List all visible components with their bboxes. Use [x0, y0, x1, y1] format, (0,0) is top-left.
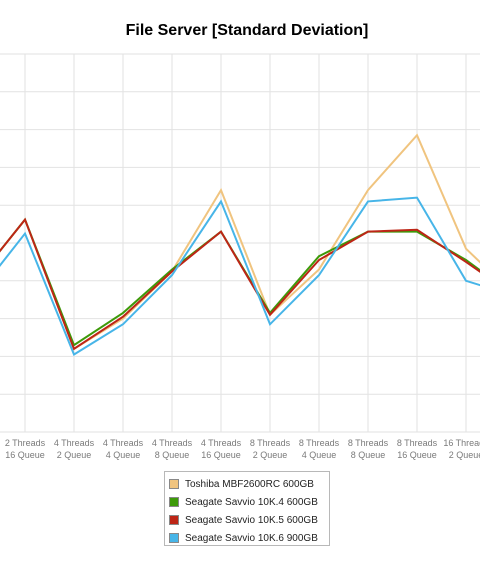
series-line-3 — [0, 217, 480, 351]
grid — [0, 53, 480, 433]
x-tick-label: 8 Threads 8 Queue — [348, 438, 389, 460]
legend-item: Seagate Savvio 10K.4 600GB — [169, 493, 329, 511]
x-tick-label: 4 Threads 8 Queue — [152, 438, 193, 460]
legend-swatch — [169, 479, 179, 489]
x-tick-label-line: 4 Queue — [106, 450, 141, 460]
x-tick-label-line: 8 Queue — [155, 450, 190, 460]
x-tick-label-line: 4 Threads — [103, 438, 144, 448]
series-lines — [0, 133, 480, 356]
x-tick-label-line: 2 Queue — [57, 450, 92, 460]
legend-item: Seagate Savvio 10K.5 600GB — [169, 511, 329, 529]
x-tick-label-line: 4 Threads — [201, 438, 242, 448]
legend-swatch — [169, 515, 179, 525]
x-tick-label-line: 8 Threads — [250, 438, 291, 448]
x-tick-label-line: 8 Threads — [397, 438, 438, 448]
legend-item: Seagate Savvio 10K.6 900GB — [169, 529, 329, 547]
x-tick-label-line: 16 Queue — [397, 450, 437, 460]
legend-label: Seagate Savvio 10K.5 600GB — [185, 514, 318, 526]
x-tick-label: 8 Threads 2 Queue — [250, 438, 291, 460]
x-tick-label: 4 Threads 4 Queue — [103, 438, 144, 460]
x-tick-label: 4 Threads 2 Queue — [54, 438, 95, 460]
x-tick-label-line: 2 Queue — [253, 450, 288, 460]
x-axis-ticks: 2 Threads 8 Queue 2 Threads 16 Queue 4 Threa… — [5, 438, 480, 460]
x-tick-label-line: 8 Threads — [299, 438, 340, 448]
x-tick-label-line: 4 Threads — [54, 438, 95, 448]
x-tick-label-line: 4 Threads — [152, 438, 193, 448]
series-line-4 — [0, 196, 480, 356]
legend-item: Toshiba MBF2600RC 600GB — [169, 475, 329, 493]
x-tick-label-line: 2 Threads — [5, 438, 46, 448]
legend: Toshiba MBF2600RC 600GB Seagate Savvio 10… — [164, 471, 330, 546]
x-tick-label-line: 16 Queue — [201, 450, 241, 460]
x-tick-label: 8 Threads 4 Queue — [299, 438, 340, 460]
x-tick-label: 8 Threads 16 Queue — [397, 438, 438, 460]
x-tick-label-line: 2 Queue — [449, 450, 480, 460]
x-tick-label-line: 4 Queue — [302, 450, 337, 460]
x-tick-label: 16 Threads 2 Queue — [443, 438, 480, 460]
legend-swatch — [169, 497, 179, 507]
x-tick-label-line: 8 Threads — [348, 438, 389, 448]
x-tick-label: 2 Threads 16 Queue — [5, 438, 46, 460]
x-tick-label: 4 Threads 16 Queue — [201, 438, 242, 460]
x-tick-label-line: 16 Threads — [443, 438, 480, 448]
chart-title: File Server [Standard Deviation] — [126, 22, 369, 39]
legend-label: Seagate Savvio 10K.4 600GB — [185, 496, 318, 508]
legend-label: Seagate Savvio 10K.6 900GB — [185, 532, 318, 544]
legend-swatch — [169, 533, 179, 543]
legend-label: Toshiba MBF2600RC 600GB — [185, 478, 314, 490]
x-tick-label-line: 8 Queue — [351, 450, 386, 460]
x-tick-label-line: 16 Queue — [5, 450, 45, 460]
